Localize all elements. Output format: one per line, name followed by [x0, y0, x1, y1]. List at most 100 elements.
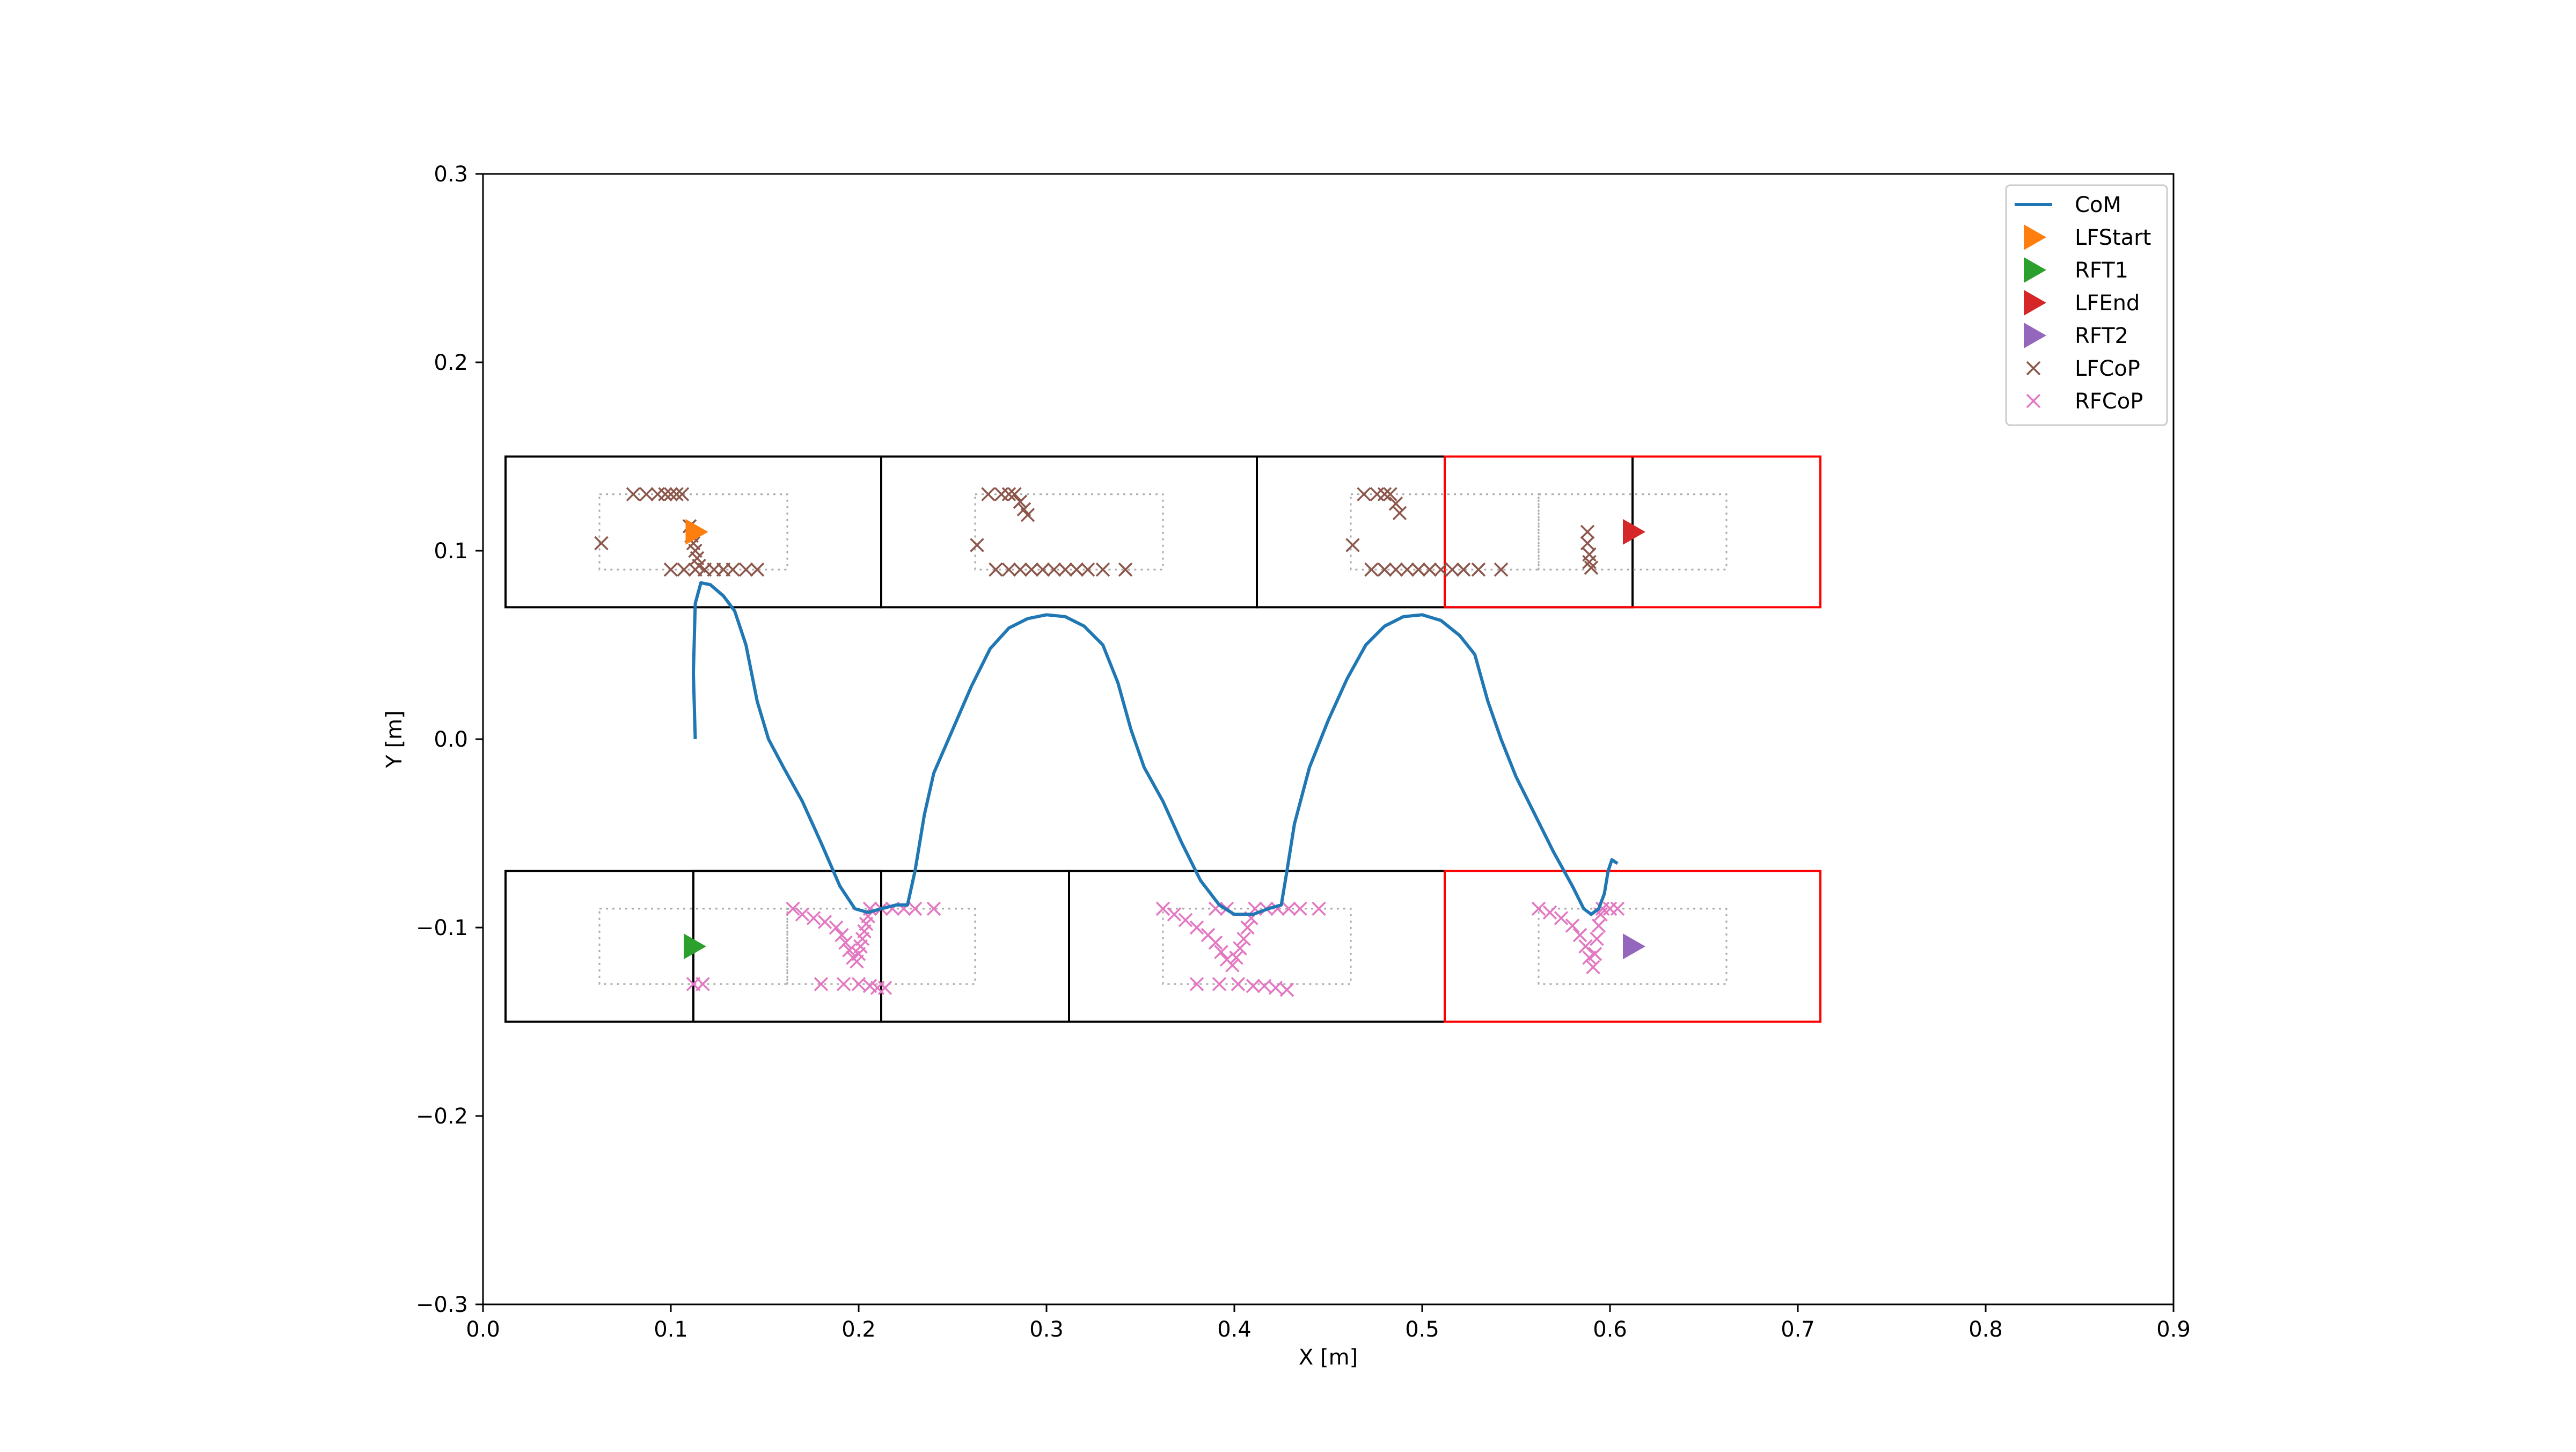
rfcop-point-62 [1554, 911, 1569, 925]
rfcop-point-69 [1590, 931, 1604, 946]
lfcop-point-34 [1013, 562, 1028, 577]
legend-swatch-rfcop-stroke-b [2026, 393, 2041, 408]
legend-label-lfstart: LFStart [2075, 225, 2151, 250]
lfcop-point-14-stroke-b [688, 543, 702, 558]
rfcop-point-63 [1565, 918, 1580, 933]
rfcop-point-9-stroke-b [838, 935, 853, 950]
lfcop-point-50 [1364, 562, 1379, 577]
legend-label-rft1: RFT1 [2075, 258, 2128, 283]
rfcop-series [686, 901, 1625, 997]
rfcop-point-57-stroke-b [1257, 979, 1272, 994]
x-tick-label-7: 0.6 [1593, 1317, 1627, 1342]
x-tick-label-9: 0.8 [1968, 1317, 2003, 1342]
rfcop-point-40-stroke-b [1229, 950, 1243, 965]
rfcop-point-39-stroke-b [1225, 958, 1240, 973]
lfcop-point-35-stroke-b [1024, 562, 1039, 577]
rft2-series [1623, 933, 1645, 960]
lfcop-point-59-stroke-b [1471, 562, 1486, 577]
rfcop-point-74-stroke-b [1610, 901, 1625, 916]
lfcop-point-53-stroke-b [1400, 562, 1415, 577]
rfcop-point-61-stroke-b [1542, 905, 1557, 920]
rfcop-point-23-stroke-b [908, 901, 923, 916]
lfcop-point-53 [1400, 562, 1415, 577]
foot-outline-4 [1538, 493, 1728, 571]
rfcop-point-55 [1231, 977, 1246, 991]
rfcop-point-42 [1236, 931, 1251, 946]
rfcop-point-36 [1208, 935, 1223, 950]
rfcop-point-41 [1233, 941, 1247, 955]
rfcop-point-2 [696, 977, 710, 991]
rfcop-point-25-stroke-b [814, 977, 829, 991]
foot-outline-5 [598, 908, 788, 985]
legend-label-rft2: RFT2 [2075, 324, 2128, 348]
rfcop-point-59 [1279, 982, 1294, 997]
legend-label-lfcop: LFCoP [2075, 356, 2140, 381]
rfcop-point-70-stroke-b [1591, 918, 1606, 933]
lfstart-marker-1 [685, 519, 708, 545]
rfcop-point-53-stroke-b [1189, 977, 1204, 991]
lfcop-point-35 [1024, 562, 1039, 577]
rfcop-point-65-stroke-b [1578, 939, 1593, 954]
lfcop-point-52-stroke-b [1388, 562, 1403, 577]
lfcop-point-28 [1007, 487, 1022, 501]
rfcop-point-41-stroke-b [1233, 941, 1247, 955]
lfcop-point-65 [1584, 560, 1599, 575]
lfcop-point-58-stroke-b [1456, 562, 1471, 577]
legend-swatch-lfend [2024, 290, 2046, 316]
rfcop-point-64 [1572, 928, 1587, 943]
rfcop-point-5-stroke-b [806, 911, 821, 925]
series-layer [594, 487, 1645, 997]
lfcop-point-47 [1383, 487, 1397, 501]
lfcop-point-21 [726, 562, 740, 577]
rfcop-point-31 [1155, 901, 1170, 916]
rft2-marker-1 [1623, 933, 1645, 960]
rfcop-point-43 [1240, 920, 1255, 935]
rfcop-point-37-stroke-b [1214, 945, 1228, 959]
lfcop-point-6-stroke-b [663, 487, 678, 501]
legend-label-lfend: LFEnd [2075, 291, 2140, 316]
rfcop-point-30 [877, 981, 892, 995]
rfcop-point-54 [1212, 977, 1227, 991]
lfcop-point-29 [1013, 494, 1028, 509]
lfcop-point-55 [1422, 562, 1437, 577]
rfcop-point-58-stroke-b [1268, 981, 1283, 995]
rfcop-point-63-stroke-b [1565, 918, 1580, 933]
rfcop-point-32 [1167, 907, 1182, 922]
lfcop-point-39 [1069, 562, 1084, 577]
lfcop-point-31 [1020, 508, 1035, 522]
lfcop-point-23-stroke-b [750, 562, 765, 577]
lfcop-point-48 [1388, 497, 1403, 511]
support-region-8 [1444, 870, 1821, 1023]
lfstart-series [685, 519, 708, 545]
rfcop-point-4-stroke-b [795, 907, 810, 922]
lfcop-point-40 [1080, 562, 1095, 577]
rfcop-point-48-stroke-b [1282, 901, 1296, 916]
y-tick-label-2: −0.2 [416, 1104, 468, 1129]
lfcop-point-50-stroke-b [1364, 562, 1379, 577]
lfcop-point-43 [1345, 538, 1360, 552]
lfcop-point-46 [1377, 487, 1392, 501]
lfcop-point-31-stroke-b [1020, 508, 1035, 522]
rfcop-point-34 [1189, 920, 1204, 935]
lfcop-point-8 [675, 487, 690, 501]
legend-swatch-rfcop [2026, 393, 2041, 408]
legend: CoM LFStart RFT1 LFEnd RFT2 LFCoP RFCoP [2005, 184, 2168, 426]
rfcop-point-30-stroke-b [877, 981, 892, 995]
lfcop-point-32 [989, 562, 1003, 577]
rfcop-point-68-stroke-b [1587, 946, 1602, 961]
lfcop-point-10-stroke-b [677, 562, 691, 577]
legend-label-rfcop: RFCoP [2075, 389, 2143, 414]
lfcop-point-56 [1433, 562, 1448, 577]
y-axis-label: Y [m] [382, 710, 407, 768]
lfcop-point-1-stroke-b [594, 536, 609, 551]
rfcop-point-68 [1587, 946, 1602, 961]
rfcop-point-43-stroke-b [1240, 920, 1255, 935]
rfcop-point-65 [1578, 939, 1593, 954]
lfcop-point-47-stroke-b [1383, 487, 1397, 501]
rfcop-point-3-stroke-b [786, 901, 800, 916]
rfcop-point-55-stroke-b [1231, 977, 1246, 991]
rfcop-point-74 [1610, 901, 1625, 916]
lfcop-point-52 [1388, 562, 1403, 577]
rfcop-point-5 [806, 911, 821, 925]
rfcop-point-2-stroke-b [696, 977, 710, 991]
